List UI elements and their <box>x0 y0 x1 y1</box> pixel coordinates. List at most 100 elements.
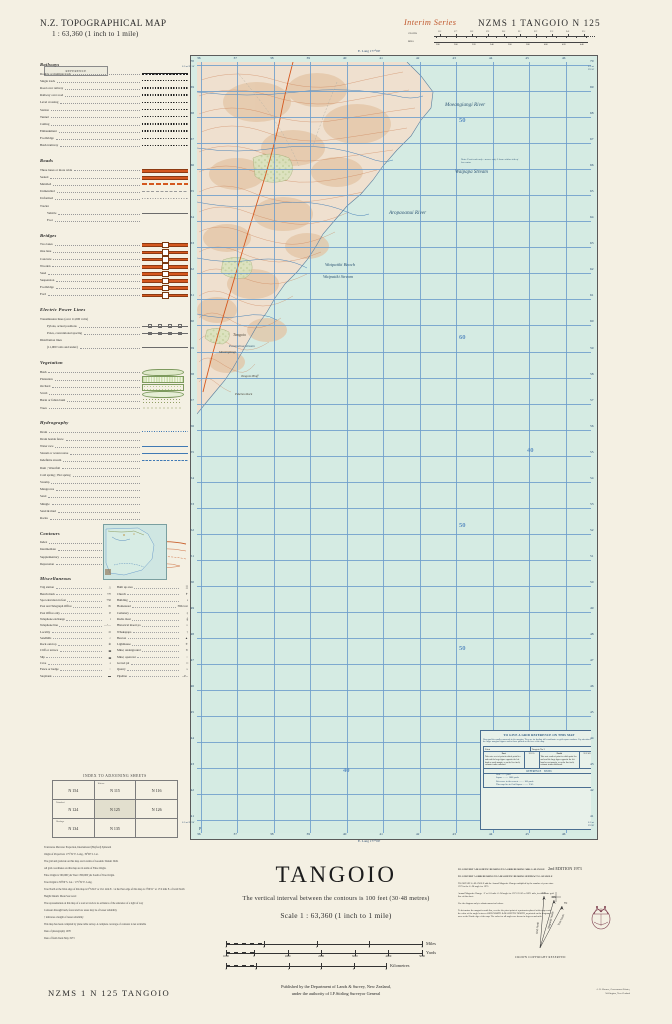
legend-item-label: Cave <box>40 661 47 666</box>
map-place-name: Waipapa Stream <box>455 170 488 175</box>
scale-bar-label: 1 <box>315 945 318 950</box>
legend-item-label: Fence or hedge <box>40 667 59 672</box>
legend-symbol-br-s <box>142 270 188 278</box>
longitude-label-top: E. Long 177°00' <box>358 48 381 53</box>
legend-dot-leader <box>72 70 140 76</box>
legend-item: Bench mark •ᴮᴹ <box>40 591 111 597</box>
grid-label-left: 53 <box>190 501 195 506</box>
index-cell[interactable]: N 125 <box>93 799 137 819</box>
scale-bar-label: 3 <box>352 967 355 972</box>
scale-bar-tick <box>422 941 423 947</box>
legend-symbol-hyd-dam <box>142 465 188 471</box>
legend-dot-leader <box>52 635 102 640</box>
legend-item-label: Bush tramway <box>40 143 59 148</box>
scale-bar-label: 0 <box>263 945 265 950</box>
legend-item: Sealed <box>40 173 188 180</box>
legend-dot-leader <box>55 135 140 141</box>
grid-square-number: 50 <box>459 645 466 652</box>
legend-item-symbol: ∴ <box>109 635 111 640</box>
legend-item-symbol: ▃ <box>108 648 111 653</box>
legend-item: Level crossing <box>40 99 188 106</box>
legend-dot-leader <box>57 546 140 552</box>
grid-label-right: 59 <box>590 345 594 350</box>
legend-symbol-none <box>142 508 188 514</box>
legend-item-label: Station <box>40 107 49 112</box>
index-cell[interactable]: N 124 Tutaekuri <box>52 799 95 819</box>
grid-ref-footnote-key: Square <box>496 777 503 780</box>
legend-item-label: Stream or watercourse <box>40 451 69 456</box>
grid-label-top: 36 <box>197 55 201 60</box>
legend-item: Mine; opencast ◌ <box>117 654 188 660</box>
index-cell[interactable]: N 126 <box>135 799 178 819</box>
legend-dot-leader <box>49 515 140 520</box>
legend-item-label: Slip <box>40 654 45 659</box>
legend-symbol-rail-cut <box>142 121 188 127</box>
legend-item: Cemetery ‡ <box>117 610 188 616</box>
index-cell[interactable]: N 154 <box>52 780 95 800</box>
ruler-chain-tick: 22° <box>534 30 538 33</box>
legend-item-label: Sealed <box>40 174 49 179</box>
grid-label-left: 51 <box>190 553 195 558</box>
grid-square-number: 50 <box>459 117 466 124</box>
series-label: Interim Series <box>404 18 457 27</box>
legend-symbol-none <box>142 486 188 492</box>
legend-item: Station <box>40 106 188 113</box>
index-cell[interactable] <box>135 818 178 838</box>
legend-item: Supplementary <box>40 553 188 560</box>
legend-item: Indefinite stream <box>40 457 188 464</box>
legend-item-symbol: •ᴮᴹ <box>107 591 111 596</box>
grid-square-number: 40 <box>343 767 350 774</box>
grid-ref-footnote-value: ......... 100 yards <box>518 780 534 783</box>
legend-item-label: Built up area <box>117 585 133 590</box>
legend-dot-leader <box>59 622 102 627</box>
symbol-contour <box>145 556 187 560</box>
legend-item: Sand <box>40 493 188 500</box>
ruler-mil-tick: 400 <box>544 42 548 46</box>
legend-item: Foot <box>40 216 188 223</box>
index-cell[interactable]: N 135 <box>93 818 137 838</box>
legend-dot-leader <box>74 166 140 172</box>
projection-note: The representation on this map of a road… <box>44 902 144 905</box>
misc-columns: Trig station △ Bench mark •ᴮᴹ Spot elevation… <box>40 584 188 678</box>
symbol-vegetation <box>142 390 184 398</box>
legend-dot-leader <box>51 479 140 484</box>
index-place-label: Hastings <box>56 820 65 823</box>
legend-item-label: Rocks <box>40 515 48 520</box>
legend-section-roads: Roads Three lanes or more wide Sealed Metal… <box>40 158 188 224</box>
symbol-pylon <box>148 324 152 329</box>
legend-item: Double or multiple track <box>40 70 188 77</box>
legend-dot-leader <box>50 106 140 112</box>
ruler-mil-tick: 280 <box>436 42 440 46</box>
legend-dot-leader <box>56 560 140 566</box>
scale-bar-tick <box>353 963 354 969</box>
index-cell[interactable]: N 115 Wairoa <box>93 780 137 800</box>
legend-symbol-hyd-d <box>142 457 188 463</box>
grid-label-bottom: 43 <box>452 832 456 836</box>
legend-dot-leader <box>83 330 140 335</box>
page-title: N.Z. TOPOGRAPHICAL MAP <box>40 19 167 29</box>
legend-item-label: Metalled <box>40 182 52 187</box>
symbol-pylon <box>178 324 182 329</box>
map-panel[interactable]: 50 60 50 50 40 40 Moeangiangi River Waipapa St… <box>182 49 598 843</box>
legend-item-symbol: ⌗ <box>186 623 188 628</box>
map-canvas[interactable]: 50 60 50 50 40 40 Moeangiangi River Waipapa St… <box>197 62 591 833</box>
projection-note: This map has been compiled by plane tabl… <box>44 923 147 926</box>
grid-label-left: 46 <box>190 684 195 689</box>
scale-bar-label: 3000 <box>351 954 358 959</box>
index-cell[interactable]: N 134 Hastings <box>52 818 95 838</box>
legend-item: Tracks: <box>40 202 188 209</box>
legend-dot-leader <box>56 486 140 491</box>
grid-label-left: 65 <box>190 189 195 194</box>
grid-ref-north-values: 59 3 565 <box>583 753 591 756</box>
legend-item-label: Post Office only <box>40 610 60 615</box>
legend-item: Radio mast ╁ <box>117 616 188 622</box>
legend-symbol-rail-s <box>142 92 188 98</box>
grid-label-left: 62 <box>190 267 195 272</box>
grid-label-left: 59 <box>190 345 195 350</box>
grid-label-right: 69 <box>590 85 594 90</box>
map-place-name: Pananehua Stream <box>229 344 255 348</box>
index-row: N 134 Hastings N 135 <box>52 818 178 838</box>
index-cell[interactable]: N 116 <box>135 780 178 800</box>
edition-label: 2nd EDITION 1973 <box>548 866 582 871</box>
legend-dot-leader <box>142 648 179 653</box>
